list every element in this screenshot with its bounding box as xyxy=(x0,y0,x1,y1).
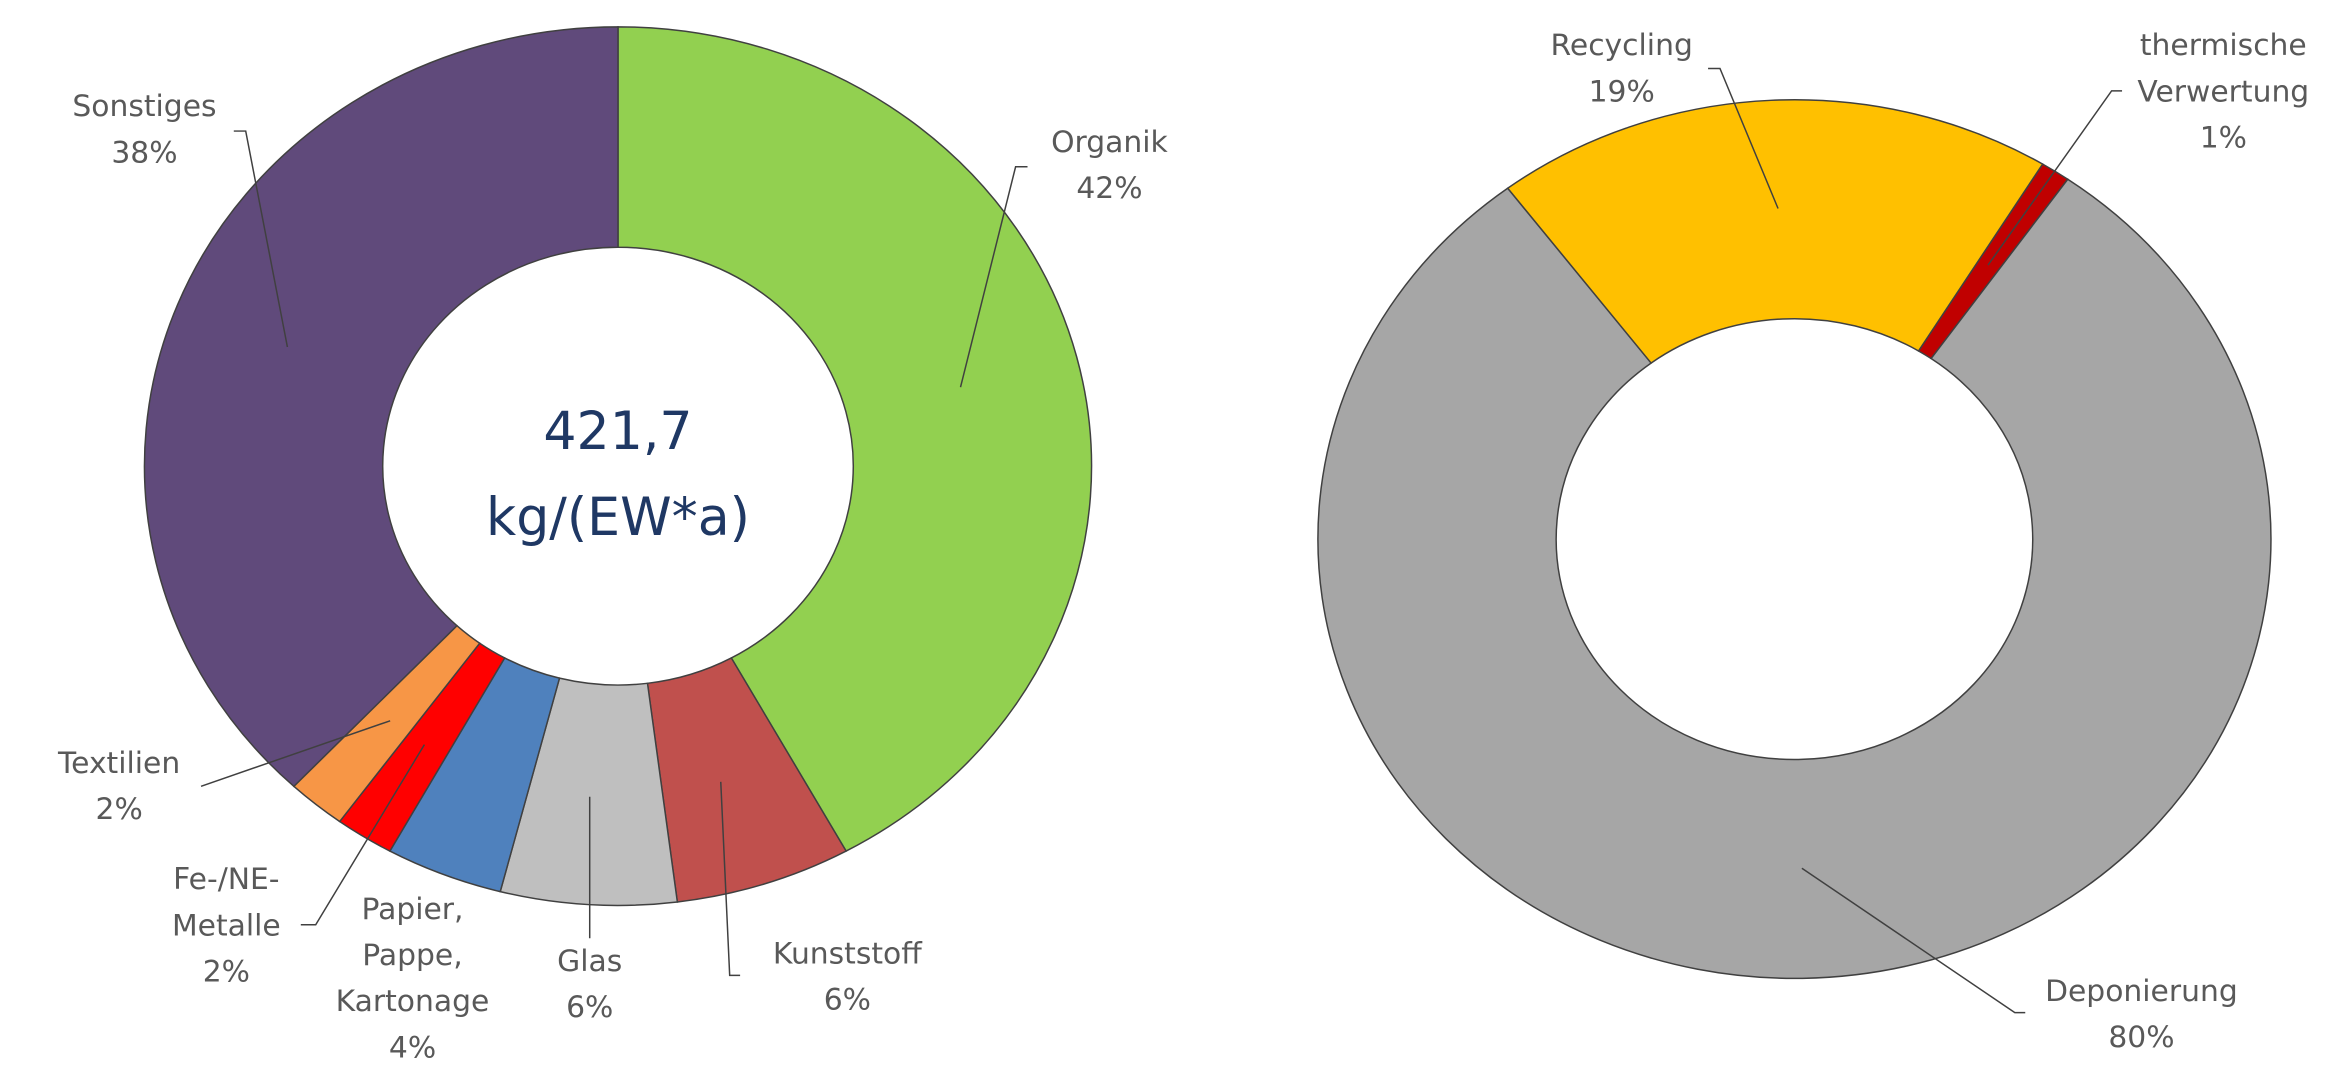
slice-label: Organik xyxy=(1051,124,1168,159)
slice-value-label: 38% xyxy=(111,135,177,170)
leader-line xyxy=(233,130,289,348)
slice-label: thermische Verwertung xyxy=(2137,28,2309,109)
slice-label: Textilien xyxy=(57,745,180,780)
slice-label: Papier, Pappe, Kartonage xyxy=(336,891,490,1018)
center-text: kg/(EW*a) xyxy=(486,488,750,548)
leader-line xyxy=(300,744,426,926)
slice-value-label: 4% xyxy=(389,1030,436,1065)
leader-line xyxy=(1708,67,1779,209)
leader-line xyxy=(1801,867,2026,1014)
slice-label: Recycling xyxy=(1551,28,1693,63)
slice-value-label: 80% xyxy=(2108,1019,2174,1054)
slice-value-label: 19% xyxy=(1589,74,1655,109)
slice-label: Sonstiges xyxy=(72,89,216,124)
slice-value-label: 1% xyxy=(2200,120,2247,155)
slice-value-label: 6% xyxy=(566,990,613,1025)
slice-value-label: 6% xyxy=(824,982,871,1017)
leader-line xyxy=(720,781,741,977)
slice-value-label: 2% xyxy=(96,792,143,827)
slice-label: Kunststoff xyxy=(773,936,923,971)
slice-value-label: 42% xyxy=(1076,171,1142,206)
slice-label: Deponierung xyxy=(2045,973,2238,1008)
slice-label: Fe-/NE-Metalle xyxy=(172,862,281,943)
leader-line xyxy=(200,720,391,787)
slice xyxy=(1317,178,2272,980)
slice-value-label: 2% xyxy=(203,954,250,989)
leader-line xyxy=(959,166,1028,388)
slice xyxy=(617,26,1093,853)
slice xyxy=(1506,99,2044,365)
slice-label: Glas xyxy=(557,944,622,979)
leader-line xyxy=(1987,90,2123,266)
center-text: 421,7 xyxy=(543,402,692,462)
